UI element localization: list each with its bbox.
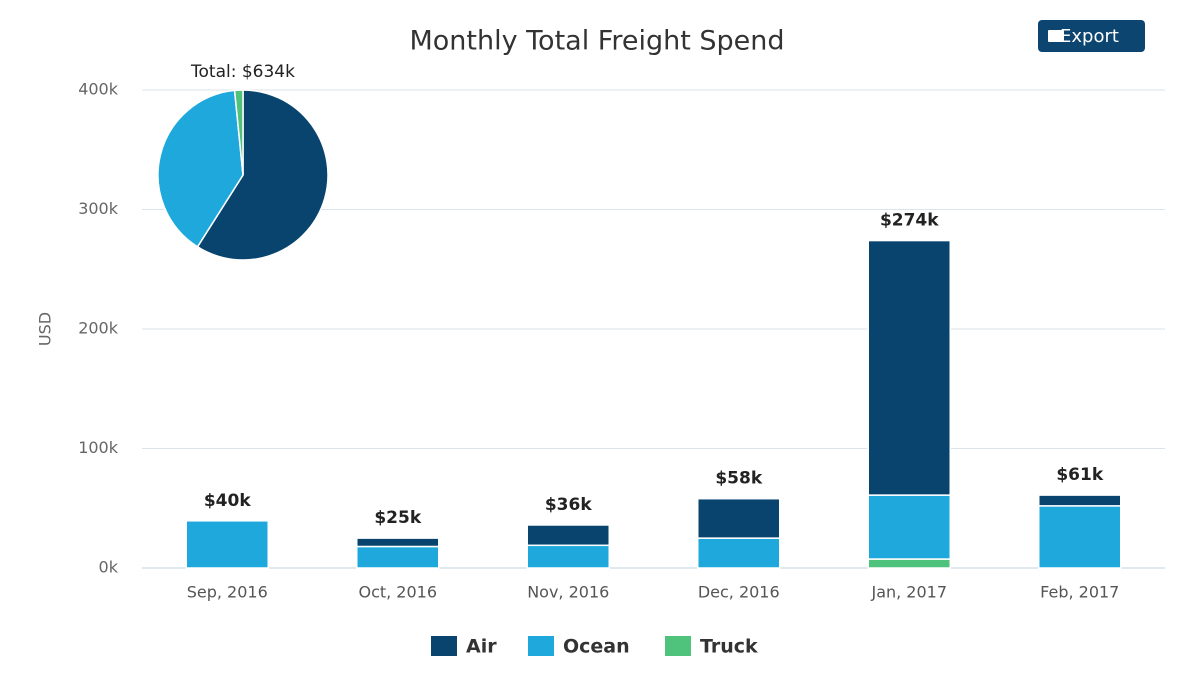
bar-segment	[1038, 505, 1122, 569]
legend-swatch	[528, 636, 554, 656]
legend-label: Truck	[700, 636, 758, 658]
x-tick-label: Nov, 2016	[527, 583, 609, 602]
pie-title: Total: $634k	[190, 62, 295, 82]
total-label: $36k	[545, 495, 592, 515]
export-button[interactable]: Export	[1038, 20, 1145, 52]
y-tick-label: 200k	[78, 319, 119, 338]
x-tick-label: Feb, 2017	[1040, 583, 1119, 602]
pie-slice	[157, 89, 244, 248]
pie-slice	[233, 89, 244, 176]
bar-segment	[356, 537, 440, 548]
y-tick-label: 0k	[99, 558, 119, 577]
bar-segment	[526, 544, 610, 569]
legend-label: Ocean	[563, 636, 630, 658]
y-tick-label: 300k	[78, 199, 119, 218]
bar-segment	[697, 537, 781, 569]
x-tick-label: Sep, 2016	[187, 583, 268, 602]
bar-segment	[867, 494, 951, 560]
bar-segment	[697, 497, 781, 539]
chart-title: Monthly Total Freight Spend	[409, 26, 784, 57]
legend-swatch	[431, 636, 457, 656]
total-label: $40k	[204, 491, 251, 511]
y-axis-label: USD	[36, 312, 55, 346]
y-tick-label: 100k	[78, 438, 119, 457]
total-label: $61k	[1056, 465, 1103, 485]
bar-segment	[185, 520, 269, 569]
total-label: $25k	[374, 508, 421, 528]
total-label: $58k	[715, 469, 762, 489]
bar-segment	[867, 558, 951, 569]
pie-slice	[196, 89, 329, 261]
bar-segment	[867, 239, 951, 496]
x-tick-label: Oct, 2016	[358, 583, 437, 602]
bar-segment	[526, 524, 610, 547]
x-tick-label: Jan, 2017	[870, 583, 947, 602]
bar-segment	[1038, 494, 1122, 507]
bar-segment	[356, 545, 440, 569]
legend-swatch	[665, 636, 691, 656]
x-tick-label: Dec, 2016	[698, 583, 780, 602]
total-label: $274k	[880, 211, 939, 231]
legend-label: Air	[466, 636, 497, 658]
y-tick-label: 400k	[78, 80, 119, 99]
